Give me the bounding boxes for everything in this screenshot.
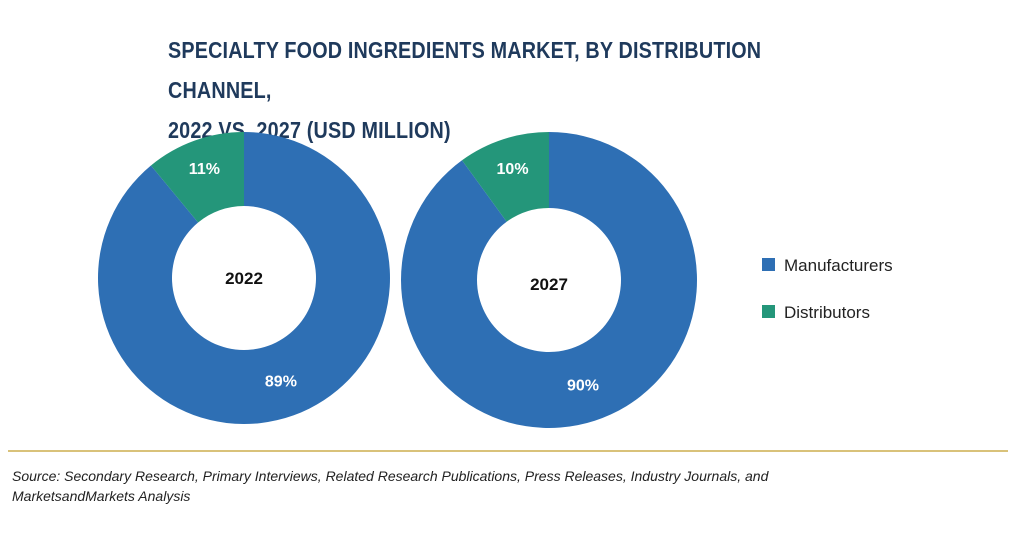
donut-slice-manufacturers-2027 — [400, 132, 697, 428]
legend-item-manufacturers: Manufacturers — [762, 256, 893, 275]
legend-swatch-manufacturers — [762, 258, 775, 271]
donut-slice-distributors-2022 — [150, 132, 244, 223]
slice-label-distributors-2022: 11% — [189, 161, 220, 178]
source-line-1: Source: Secondary Research, Primary Inte… — [12, 468, 769, 484]
legend-item-distributors: Distributors — [762, 303, 870, 322]
donut-center-label-2027: 2027 — [530, 275, 568, 294]
source-line-2: MarketsandMarkets Analysis — [12, 488, 191, 504]
donut-slice-distributors-2027 — [462, 132, 549, 222]
donut-chart-2027: 90% 10% 2027 — [400, 132, 697, 428]
chart-title: SPECIALTY FOOD INGREDIENTS MARKET, BY DI… — [168, 30, 822, 150]
legend-swatch-distributors — [762, 305, 775, 318]
donut-center-label-2022: 2022 — [225, 269, 263, 288]
donut-chart-2022: 89% 11% 2022 — [97, 132, 390, 424]
legend-label-manufacturers: Manufacturers — [784, 256, 893, 275]
source-note: Source: Secondary Research, Primary Inte… — [12, 466, 1012, 506]
donut-slice-manufacturers-2022 — [97, 132, 390, 424]
slice-label-distributors-2027: 10% — [497, 161, 529, 178]
donut-charts: 89% 11% 2022 90% 10% 2027 Manufacturers Dist… — [97, 132, 893, 428]
chart-title-line-1: SPECIALTY FOOD INGREDIENTS MARKET, BY DI… — [168, 37, 762, 103]
legend-label-distributors: Distributors — [784, 303, 870, 322]
slice-label-manufacturers-2027: 90% — [567, 378, 599, 395]
source-divider — [8, 450, 1008, 452]
slice-label-manufacturers-2022: 89% — [265, 374, 297, 391]
legend: Manufacturers Distributors — [762, 256, 893, 322]
